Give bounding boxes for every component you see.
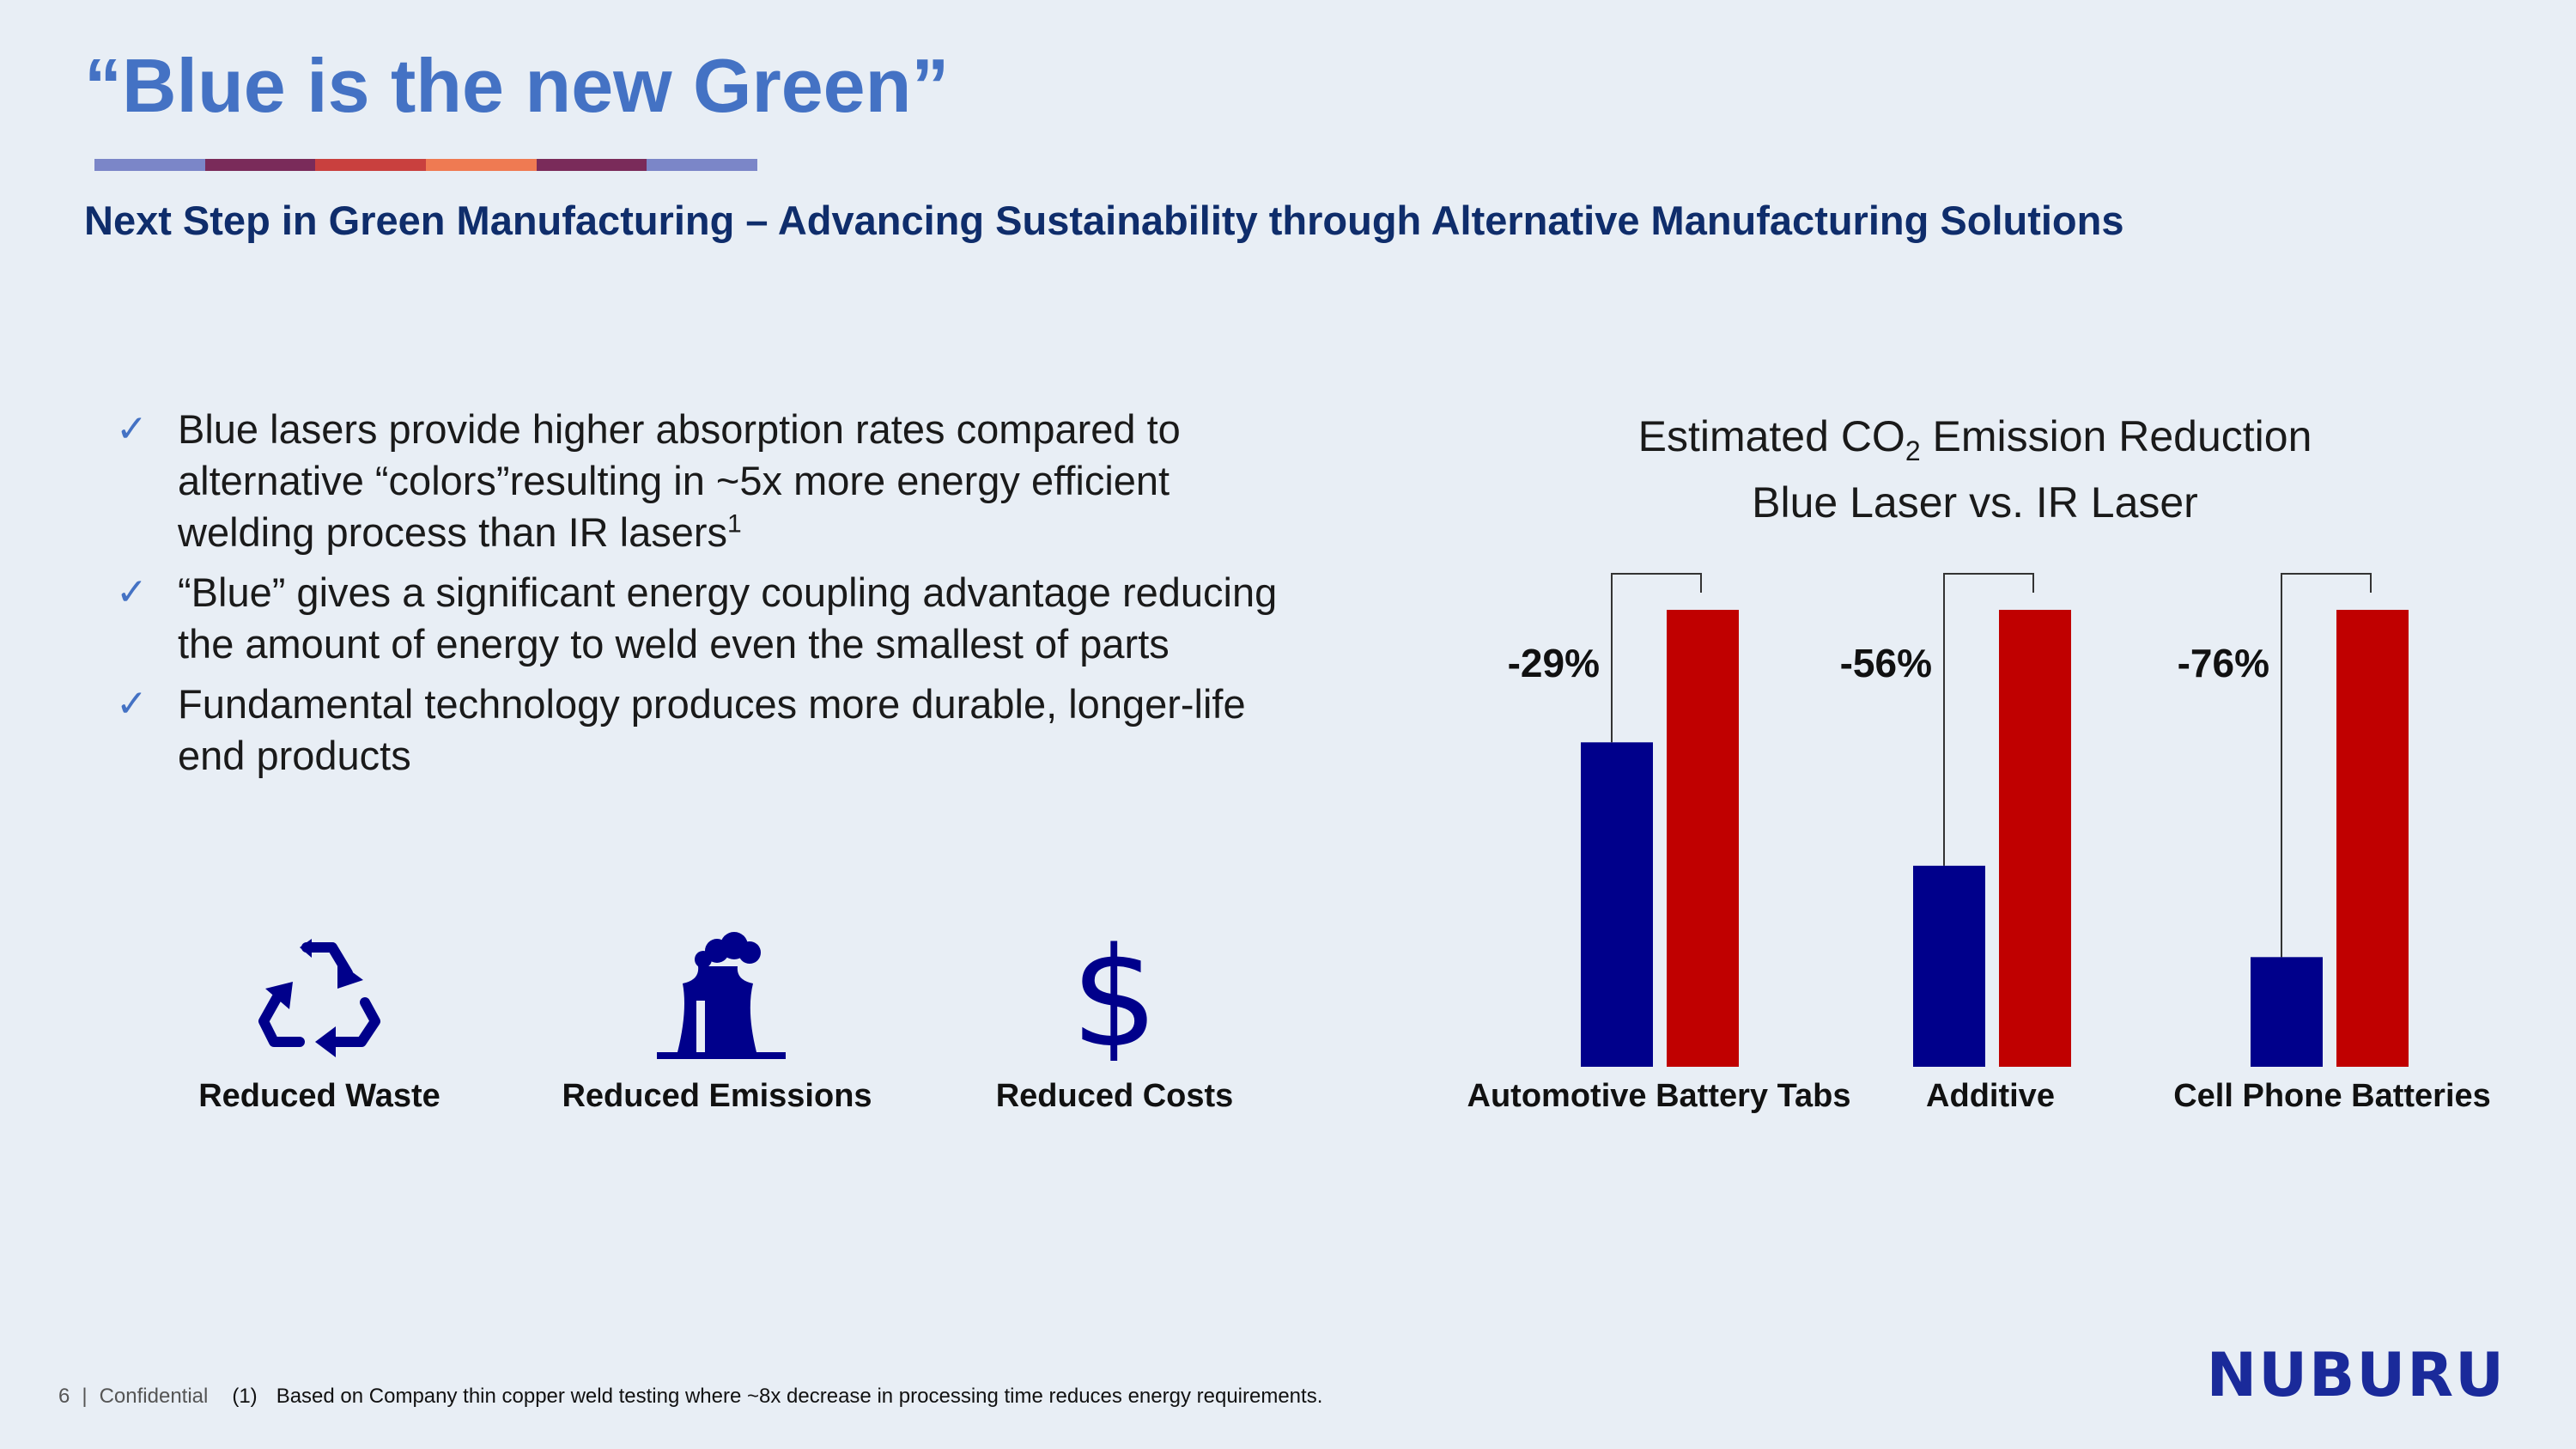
checkmark-icon: ✓ xyxy=(116,570,148,614)
confidential-label: Confidential xyxy=(99,1385,209,1408)
benefit-reduced-costs: $ Reduced Costs xyxy=(934,932,1295,1115)
footnote-marker: (1) xyxy=(232,1385,258,1408)
reduction-label: -29% xyxy=(1508,641,1600,685)
bar-chart: -29% -56% -76% xyxy=(1508,573,2409,1067)
checkmark-icon: ✓ xyxy=(116,407,148,451)
benefit-reduced-emissions: Reduced Emissions xyxy=(537,932,897,1115)
bar-blue-laser xyxy=(1581,742,1653,1067)
benefit-label: Reduced Emissions xyxy=(562,1078,872,1114)
footer: 6 | Confidential (1) Based on Company thin c… xyxy=(58,1385,1322,1409)
bullet-text: “Blue” gives a significant energy coupli… xyxy=(178,569,1278,667)
bar-ir-laser xyxy=(1667,610,1739,1067)
nuburu-logo: NUBURU xyxy=(2206,1340,2506,1410)
page-number: 6 xyxy=(58,1385,70,1408)
bar-ir-laser xyxy=(1999,610,2071,1067)
accent-color-bar xyxy=(94,159,758,171)
slide-title: “Blue is the new Green” xyxy=(84,43,950,128)
reduction-label: -76% xyxy=(2178,641,2269,685)
category-label: Cell Phone Batteries xyxy=(2173,1078,2491,1114)
svg-text:$: $ xyxy=(1071,932,1158,1061)
dollar-icon: $ xyxy=(1071,932,1158,1061)
reduction-bracket xyxy=(1611,573,1702,743)
bullet-text: Fundamental technology produces more dur… xyxy=(178,681,1246,778)
bullet-item: ✓ Blue lasers provide higher absorption … xyxy=(116,404,1309,558)
reduction-label: -56% xyxy=(1840,641,1932,685)
recycle-icon xyxy=(258,939,380,1057)
bar-blue-laser xyxy=(2251,957,2323,1067)
slide-subtitle: Next Step in Green Manufacturing – Advan… xyxy=(84,198,2124,243)
reduction-bracket xyxy=(2281,573,2372,958)
reduction-bracket xyxy=(1943,573,2034,866)
chart-title-line1: Estimated CO2 Emission Reduction xyxy=(1637,412,2312,466)
bar-ir-laser xyxy=(2336,610,2409,1067)
footnote-ref: 1 xyxy=(727,509,742,539)
footer-separator: | xyxy=(82,1385,88,1408)
accent-segment xyxy=(647,159,758,171)
accent-segment xyxy=(204,159,316,171)
footnote-text: Based on Company thin copper weld testin… xyxy=(276,1385,1323,1408)
category-label: Additive xyxy=(1926,1078,2055,1114)
bullet-item: ✓ “Blue” gives a significant energy coup… xyxy=(116,567,1309,670)
bullet-list: ✓ Blue lasers provide higher absorption … xyxy=(116,404,1309,790)
checkmark-icon: ✓ xyxy=(116,682,148,726)
bar-blue-laser xyxy=(1913,865,1985,1067)
benefit-label: Reduced Costs xyxy=(995,1078,1234,1114)
bullet-text: Blue lasers provide higher absorption ra… xyxy=(178,406,1181,555)
benefit-reduced-waste: Reduced Waste xyxy=(139,932,500,1115)
benefit-label: Reduced Waste xyxy=(198,1078,440,1114)
accent-segment xyxy=(94,159,205,171)
accent-segment xyxy=(536,159,647,171)
chart-title-line2: Blue Laser vs. IR Laser xyxy=(1752,478,2198,527)
category-label: Automotive Battery Tabs xyxy=(1467,1078,1851,1114)
bullet-item: ✓ Fundamental technology produces more d… xyxy=(116,679,1309,782)
factory-emissions-icon xyxy=(657,932,786,1059)
accent-segment xyxy=(426,159,537,171)
chart-title: Estimated CO2 Emission Reduction Blue La… xyxy=(1460,411,2490,528)
accent-segment xyxy=(315,159,427,171)
